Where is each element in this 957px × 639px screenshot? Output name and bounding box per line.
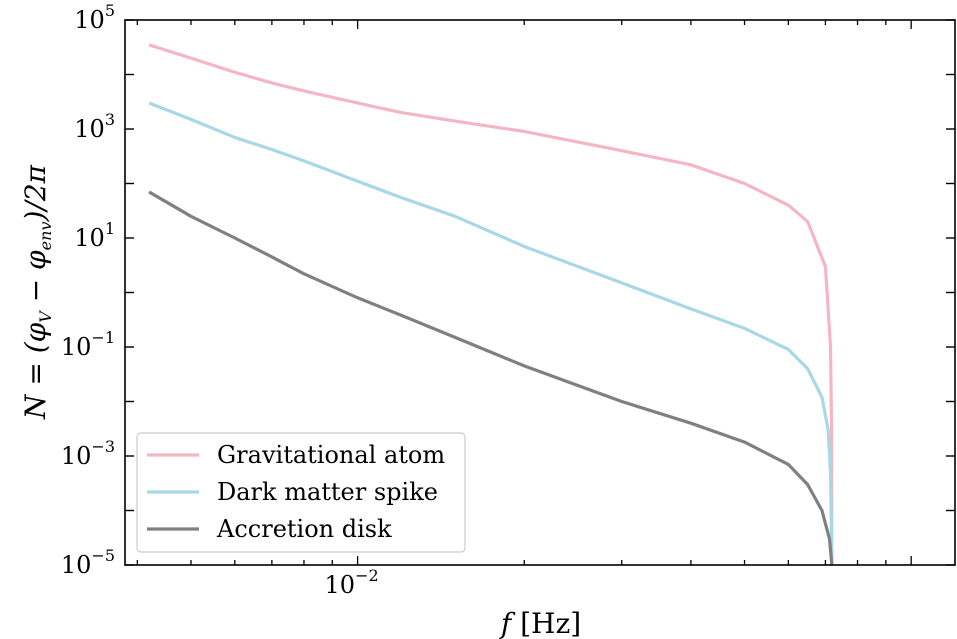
x-axis-label: f [Hz] — [499, 607, 581, 639]
y-tick-base: 10 — [74, 224, 105, 252]
y-tick-exp: 5 — [105, 1, 115, 20]
x-tick-exp: −2 — [355, 566, 379, 585]
y-tick-base: 10 — [61, 442, 92, 470]
x-axis-label-unit: [Hz] — [511, 607, 581, 639]
series-line-1 — [148, 101, 834, 566]
y-tick-exp: 3 — [105, 110, 115, 129]
legend-label-0: Gravitational atom — [217, 441, 445, 469]
y-tick-base: 10 — [61, 551, 92, 579]
y-tick-exp: −1 — [91, 328, 115, 347]
y-tick-label: 10−5 — [61, 546, 115, 579]
y-tick-label: 10−3 — [61, 437, 115, 470]
series-layer — [148, 43, 834, 566]
y-tick-label: 101 — [74, 219, 115, 252]
y-tick-exp: −3 — [91, 437, 115, 456]
y-tick-label: 105 — [74, 1, 115, 34]
legend-label-1: Dark matter spike — [217, 478, 438, 506]
y-tick-base: 10 — [61, 333, 92, 361]
y-tick-label: 103 — [74, 110, 115, 143]
x-tick-label: 10−2 — [325, 566, 379, 599]
legend-frame — [136, 432, 466, 553]
labels-layer: f [Hz] N = (φV − φenv)/2π — [19, 164, 581, 639]
y-tick-label: 10−1 — [61, 328, 115, 361]
legend: Gravitational atom Dark matter spike Accre… — [136, 432, 466, 553]
y-tick-exp: 1 — [105, 219, 115, 238]
x-tick-base: 10 — [325, 571, 356, 599]
y-tick-exp: −5 — [91, 546, 115, 565]
series-line-0 — [148, 43, 834, 566]
y-tick-base: 10 — [74, 115, 105, 143]
y-axis-label: N = (φV − φenv)/2π — [19, 164, 55, 420]
legend-label-2: Accretion disk — [216, 515, 392, 543]
y-tick-base: 10 — [74, 6, 105, 34]
series-line-2 — [148, 190, 834, 566]
